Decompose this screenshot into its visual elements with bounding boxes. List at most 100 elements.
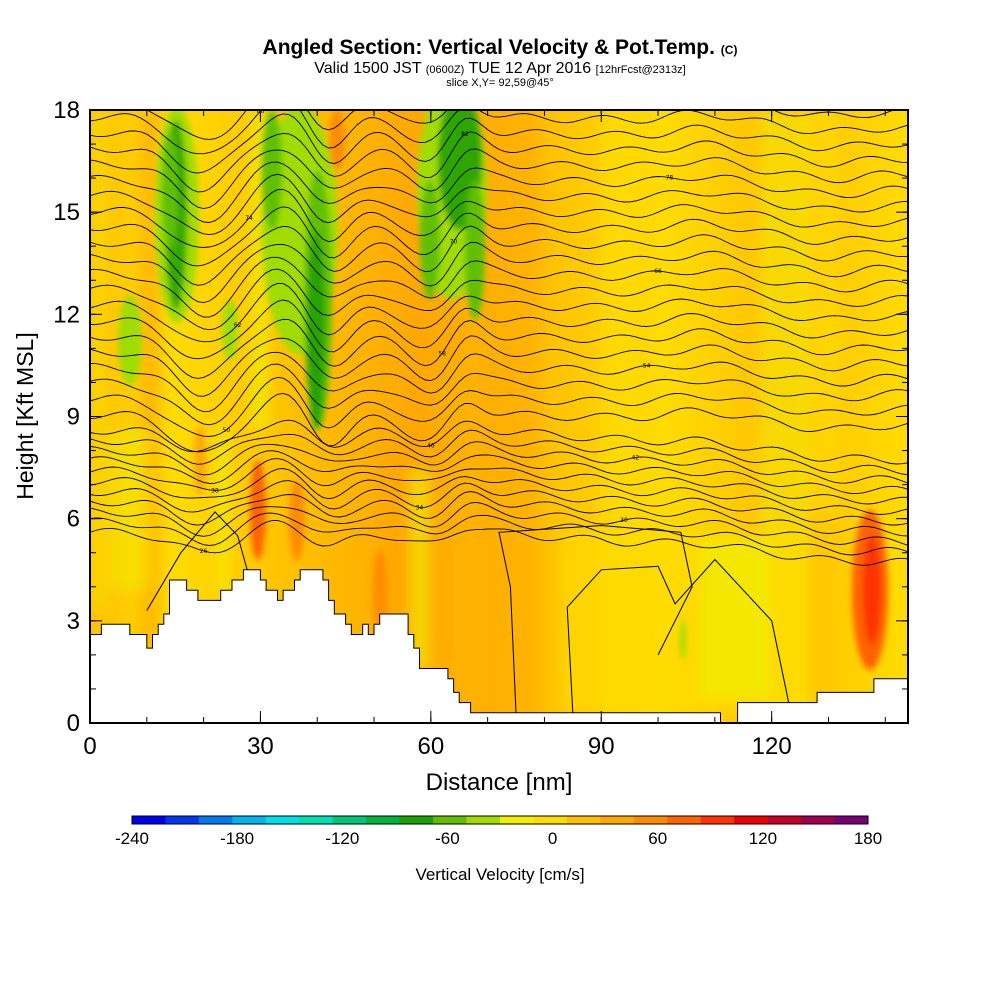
colorbar-swatch — [165, 816, 200, 824]
isentrope-label: 26 — [200, 548, 208, 555]
chart-title-main: Angled Section: Vertical Velocity & Pot.… — [262, 36, 715, 59]
colorbar-swatch — [198, 816, 233, 824]
isentrope — [90, 441, 908, 484]
isentrope-label: 50 — [223, 427, 231, 434]
isentrope-label: 74 — [245, 215, 253, 222]
x-tick-label: 90 — [588, 733, 615, 760]
colorbar-tick-labels: -240 -180 -120 -60 0 60 120 180 — [115, 829, 882, 848]
isentrope — [90, 363, 908, 426]
forecast-info: [12hrFcst@2313z] — [595, 64, 686, 76]
isentrope — [90, 351, 908, 413]
valid-utc: (0600Z) — [425, 64, 465, 76]
isentrope-label: 54 — [643, 362, 651, 369]
y-tick-label: 18 — [53, 97, 80, 124]
isentrope — [90, 335, 908, 397]
colorbar-swatch — [667, 816, 702, 824]
colorbar-swatch — [500, 816, 534, 824]
terrain — [90, 569, 908, 723]
velocity-contour — [146, 511, 250, 611]
colorbar-tick-label: -240 — [115, 829, 149, 848]
colorbar-swatch — [265, 816, 300, 824]
colorbar-swatch — [801, 816, 836, 824]
chart-title-units: (C) — [720, 43, 738, 57]
isentrope — [90, 491, 908, 537]
plot-field: 26303438424650545862667074788286 — [90, 110, 908, 723]
slice-info: slice X,Y= 92,59@45° — [446, 77, 554, 89]
colorbar-swatch — [466, 816, 501, 824]
colorbar-swatch — [700, 816, 735, 824]
colorbar-swatch — [332, 816, 367, 824]
colorbar-swatch — [767, 816, 802, 824]
colorbar-swatch — [600, 816, 635, 824]
colorbar-tick-label: -180 — [220, 829, 254, 848]
isentrope-label: 66 — [654, 268, 662, 275]
isentrope — [90, 188, 908, 248]
colorbar-swatch — [533, 816, 568, 824]
y-axis: 0 3 6 9 12 15 18 — [53, 97, 908, 737]
isentrope — [90, 392, 908, 453]
isentrope — [90, 501, 908, 546]
y-tick-label: 12 — [53, 301, 80, 328]
isentrope-label: 82 — [461, 131, 469, 138]
colorbar-swatch — [232, 816, 267, 824]
colorbar-tick-label: -120 — [325, 829, 359, 848]
colorbar-swatch — [566, 816, 601, 824]
y-tick-label: 3 — [67, 608, 80, 635]
updraft-downdraft-cores — [118, 110, 888, 670]
potential-temperature-contours — [90, 110, 908, 566]
colorbar-tick-label: 0 — [548, 829, 557, 848]
colorbar-swatch — [299, 816, 334, 824]
isentrope-label: 46 — [427, 442, 435, 449]
x-tick-label: 60 — [417, 733, 444, 760]
isentrope-label: 34 — [416, 504, 424, 511]
x-tick-label: 120 — [752, 733, 792, 760]
y-tick-label: 0 — [67, 710, 80, 737]
x-axis-label: Distance [nm] — [426, 769, 573, 796]
isentrope — [90, 419, 908, 465]
x-tick-label: 0 — [83, 733, 96, 760]
colorbar-swatch — [433, 816, 468, 824]
isentrope — [90, 161, 908, 223]
isentrope-label: 78 — [666, 175, 674, 182]
colorbar-tick-label: -60 — [435, 829, 460, 848]
isentrope — [90, 131, 908, 193]
valid-date: TUE 12 Apr 2016 — [468, 60, 592, 77]
y-tick-label: 15 — [53, 199, 80, 226]
isentrope — [146, 110, 896, 140]
valid-prefix: Valid 1500 JST — [314, 60, 422, 77]
isentrope — [90, 520, 908, 566]
colorbar-swatch — [633, 816, 668, 824]
isentrope — [90, 376, 908, 437]
isentrope-label: 42 — [632, 454, 640, 461]
isentrope — [90, 225, 908, 286]
chart-valid-time: Valid 1500 JST (0600Z) TUE 12 Apr 2016 [… — [0, 60, 1000, 78]
y-tick-label: 9 — [67, 404, 80, 431]
isentrope-label: 30 — [620, 517, 628, 524]
chart-title: Angled Section: Vertical Velocity & Pot.… — [0, 36, 1000, 60]
colorbar-tick-label: 180 — [854, 829, 882, 848]
isentrope-label: 38 — [211, 487, 219, 494]
colorbar-swatch — [366, 816, 401, 824]
y-axis-label: Height [Kft MSL] — [12, 332, 38, 499]
colorbar — [131, 815, 869, 825]
isentrope — [90, 113, 908, 174]
isentrope — [90, 173, 908, 236]
colorbar-swatch — [399, 816, 434, 824]
isentrope — [90, 458, 908, 505]
isentrope — [90, 241, 908, 304]
isentrope — [90, 512, 908, 556]
isentrope — [90, 429, 908, 476]
colorbar-frame — [131, 815, 869, 825]
colorbar-tick-label: 120 — [749, 829, 777, 848]
x-axis: 0 30 60 90 120 — [83, 110, 792, 760]
isentrope-label: 62 — [234, 322, 242, 329]
isentrope-label: 70 — [450, 239, 458, 246]
velocity-contour — [498, 524, 693, 713]
isentrope — [90, 450, 908, 495]
colorbar-swatch — [834, 816, 869, 824]
isentrope — [90, 256, 908, 318]
isentrope — [90, 268, 908, 331]
isentrope — [90, 480, 908, 526]
isentrope — [90, 468, 908, 515]
